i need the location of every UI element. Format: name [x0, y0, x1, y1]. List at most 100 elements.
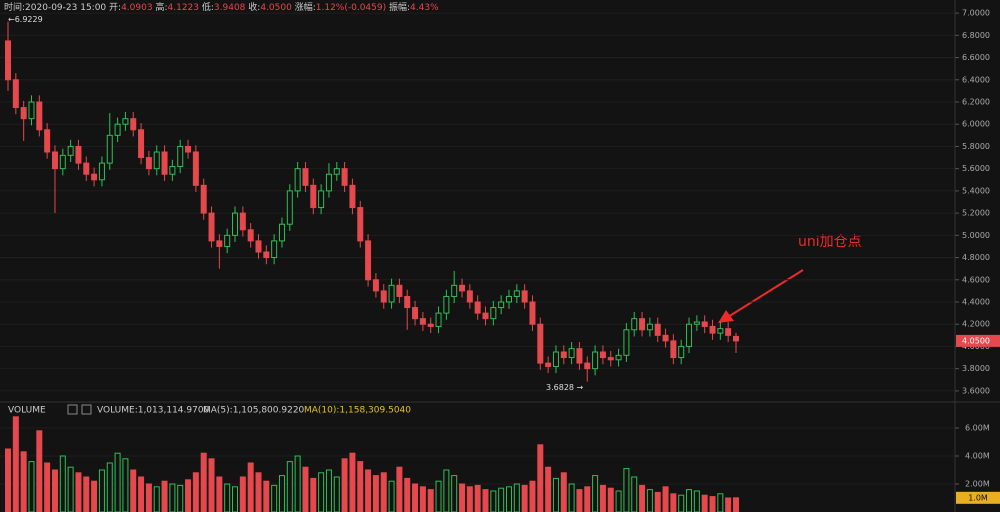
candle-body: [192, 151, 199, 186]
volume-bar: [733, 497, 739, 512]
volume-bar: [654, 491, 661, 512]
volume-bar: [333, 476, 340, 512]
header-label: 涨幅:: [295, 1, 316, 13]
volume-bar: [576, 489, 583, 512]
volume-bar: [552, 477, 559, 512]
candle-body: [130, 118, 137, 131]
candle-body: [654, 323, 661, 336]
volume-bar: [36, 430, 43, 512]
candle-body: [91, 173, 98, 181]
candle-body: [380, 290, 387, 303]
volume-bar: [615, 490, 622, 512]
settings-icon[interactable]: [67, 404, 78, 415]
candle-body: [443, 295, 450, 314]
volume-bar: [224, 483, 231, 512]
candle-body: [545, 362, 552, 367]
close-icon[interactable]: [81, 404, 92, 415]
candle-body: [20, 107, 27, 120]
y-tick-label: 6.4000: [962, 75, 990, 84]
candle-body: [427, 323, 434, 327]
volume-bar: [451, 475, 458, 512]
candle-body: [28, 101, 35, 120]
volume-bar: [138, 476, 145, 512]
volume-bar: [419, 486, 426, 512]
volume-bar: [380, 472, 387, 512]
volume-bar: [44, 462, 51, 512]
volume-title: VOLUME: [8, 406, 46, 416]
volume-bar: [482, 489, 489, 512]
candle-body: [474, 301, 481, 314]
volume-bar: [725, 497, 732, 512]
candle-body: [83, 162, 90, 175]
candle-body: [412, 307, 419, 320]
candle-body: [5, 40, 11, 81]
candle-body: [302, 168, 309, 186]
volume-bar: [20, 451, 27, 512]
volume-bar: [505, 486, 512, 512]
candle-body: [106, 134, 113, 164]
note: uni加仓点: [798, 234, 862, 250]
volume-bar: [247, 462, 254, 512]
candle-body: [114, 123, 121, 136]
candle-body: [631, 318, 638, 331]
candle-body: [725, 328, 732, 336]
last-price-label: 4.0500: [962, 336, 990, 345]
candle-body: [466, 290, 473, 303]
volume-bar: [310, 477, 317, 512]
header-text: 时间:2020-09-23 15:00 开:4.0903 高:4.1223 低:…: [4, 1, 439, 13]
volume-bar: [459, 483, 466, 512]
candle-body: [138, 129, 145, 159]
candle-body: [44, 129, 51, 153]
volume-bar: [388, 480, 395, 512]
volume-bar: [717, 493, 724, 512]
y-tick-label: 4.4000: [962, 298, 990, 307]
y-tick-label: 5.2000: [962, 209, 990, 218]
volume-bar: [114, 452, 121, 512]
candle-body: [357, 207, 364, 242]
volume-bar: [639, 484, 646, 512]
candle-body: [294, 168, 301, 192]
low-label: 3.6828 →: [546, 383, 584, 392]
candle-body: [51, 151, 58, 170]
volume-bar: [75, 472, 82, 512]
candle-body: [200, 184, 207, 214]
candle-body: [498, 301, 505, 309]
y-tick-label: 5.4000: [962, 186, 990, 195]
last-price-tag: [956, 334, 1000, 347]
volume-bar: [177, 484, 184, 512]
candle-body: [98, 162, 105, 181]
ma10-value: MA(10):1,158,309.5040: [304, 406, 411, 416]
volume-bar: [192, 472, 199, 512]
volume-bar: [216, 476, 223, 512]
volume-bar: [623, 468, 630, 512]
volume-bar: [396, 466, 403, 512]
ma5-value: MA(5):1,105,800.9220: [203, 406, 305, 416]
candle-body: [208, 212, 215, 242]
volume-bar: [5, 448, 11, 512]
candle-body: [396, 284, 403, 297]
volume-bar: [325, 469, 332, 512]
volume-bar: [568, 483, 575, 512]
candle-body: [459, 284, 466, 292]
volume-bar: [286, 461, 293, 512]
volume-bar: [185, 479, 192, 512]
y2-tick-label: 2.00M: [965, 480, 990, 489]
volume-bar: [498, 487, 505, 512]
candle-body: [75, 145, 82, 164]
volume-bar: [122, 458, 129, 512]
candle-body: [388, 284, 395, 303]
candle-body: [255, 240, 262, 253]
header-value: 4.1223: [168, 3, 200, 13]
volume-bar: [537, 444, 544, 512]
candle-body: [646, 323, 653, 331]
candle-body: [145, 157, 152, 170]
volume-bar: [599, 484, 606, 512]
candle-body: [693, 321, 700, 325]
volume-bar: [686, 489, 693, 512]
volume-bar: [208, 458, 215, 512]
volume-bar: [646, 489, 653, 512]
candle-body: [239, 212, 246, 231]
volume-bar: [607, 487, 614, 512]
volume-bar: [412, 483, 419, 512]
candle-body: [404, 295, 411, 309]
